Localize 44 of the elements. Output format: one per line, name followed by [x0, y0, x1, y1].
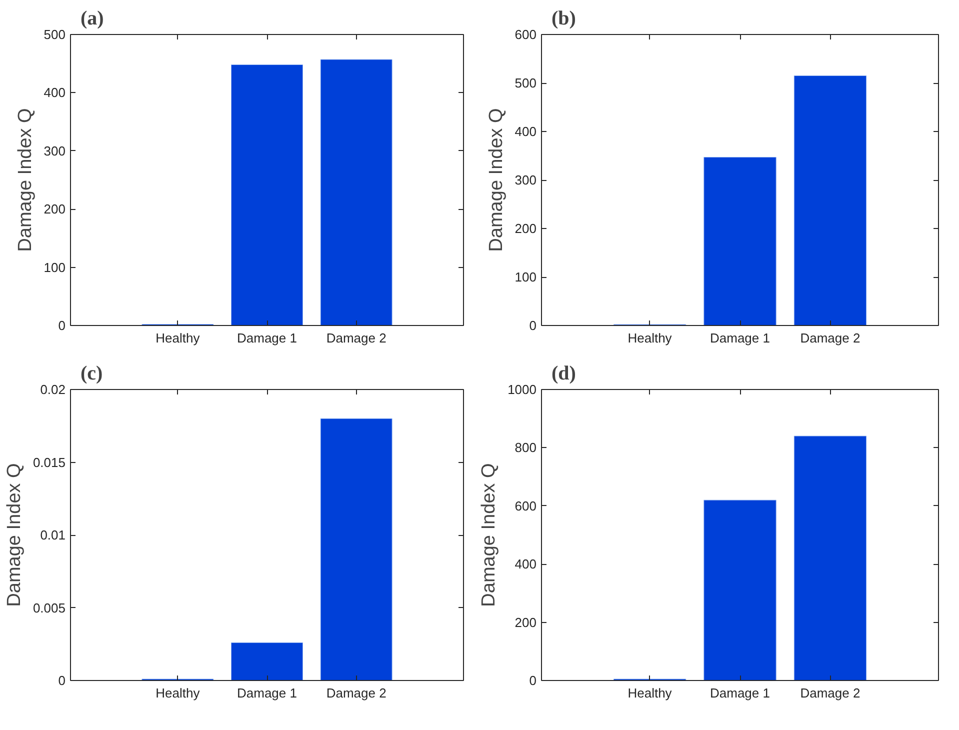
y-axis-title: Damage Index Q	[486, 108, 507, 252]
y-tick-label: 100	[514, 270, 537, 284]
y-tick-label: 0	[58, 318, 66, 333]
x-tick-label: Damage 1	[710, 686, 770, 700]
x-tick-label: Damage 2	[800, 330, 860, 346]
y-tick-label: 200	[514, 221, 537, 236]
y-tick-label: 600	[514, 27, 537, 42]
x-tick-label: Damage 1	[237, 686, 297, 700]
y-axis-title: Damage Index Q	[478, 463, 500, 607]
y-tick-label: 500	[44, 27, 66, 42]
x-tick-label: Damage 2	[326, 330, 386, 346]
y-tick-label: 600	[514, 498, 537, 514]
x-tick-label: Damage 2	[326, 686, 386, 700]
y-tick-label: 0	[529, 673, 537, 688]
x-tick-label: Healthy	[156, 686, 200, 700]
y-tick-label: 800	[514, 440, 537, 456]
y-tick-label: 400	[514, 556, 537, 572]
y-tick-label: 100	[44, 260, 66, 275]
x-tick-label: Damage 2	[800, 686, 860, 700]
y-tick-label: 0.01	[40, 528, 66, 542]
chart-title: (a)	[80, 8, 104, 30]
y-tick-label: 0.005	[32, 600, 66, 616]
chart-title: (b)	[552, 8, 576, 30]
y-tick-label: 200	[514, 614, 537, 630]
y-tick-label: 400	[514, 124, 537, 139]
y-tick-label: 0.02	[40, 382, 66, 397]
x-tick-label: Healthy	[628, 330, 672, 346]
y-axis-title: Damage Index Q	[4, 463, 25, 607]
y-tick-label: 300	[44, 143, 66, 158]
y-tick-label: 300	[514, 172, 537, 188]
y-tick-label: 200	[44, 202, 66, 217]
y-tick-label: 400	[44, 85, 66, 100]
chart-title: (d)	[552, 362, 576, 384]
y-tick-label: 0	[58, 673, 66, 688]
chart-title: (c)	[80, 362, 103, 384]
y-tick-label: 0.015	[32, 454, 66, 470]
x-tick-label: Healthy	[628, 686, 672, 700]
x-tick-label: Damage 1	[237, 330, 297, 346]
y-tick-label: 1000	[508, 382, 536, 397]
x-tick-label: Damage 1	[710, 330, 770, 346]
x-tick-label: Healthy	[156, 330, 200, 346]
y-tick-label: 0	[529, 318, 537, 333]
y-axis-title: Damage Index Q	[14, 108, 36, 252]
y-tick-label: 500	[514, 76, 537, 90]
